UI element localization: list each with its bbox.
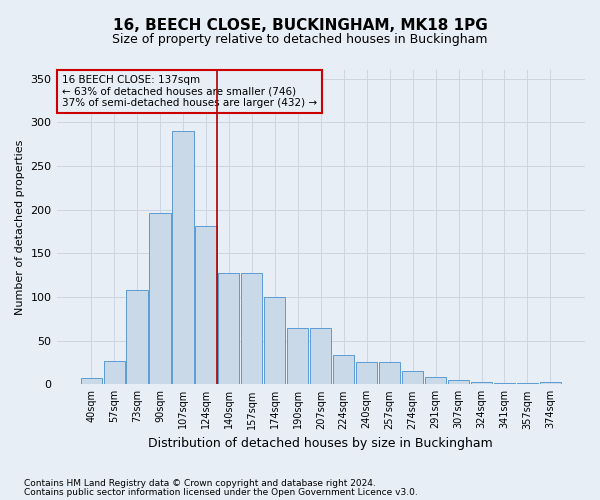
Bar	[287, 328, 308, 384]
Bar	[104, 360, 125, 384]
Bar	[80, 378, 101, 384]
Bar	[310, 328, 331, 384]
Bar	[356, 362, 377, 384]
Text: Contains HM Land Registry data © Crown copyright and database right 2024.: Contains HM Land Registry data © Crown c…	[24, 479, 376, 488]
Bar	[264, 297, 286, 384]
Text: 16 BEECH CLOSE: 137sqm
← 63% of detached houses are smaller (746)
37% of semi-de: 16 BEECH CLOSE: 137sqm ← 63% of detached…	[62, 74, 317, 108]
Text: 16, BEECH CLOSE, BUCKINGHAM, MK18 1PG: 16, BEECH CLOSE, BUCKINGHAM, MK18 1PG	[113, 18, 487, 32]
Bar	[172, 131, 194, 384]
Bar	[149, 213, 170, 384]
Text: Contains public sector information licensed under the Open Government Licence v3: Contains public sector information licen…	[24, 488, 418, 497]
Bar	[127, 290, 148, 384]
Y-axis label: Number of detached properties: Number of detached properties	[15, 140, 25, 315]
Bar	[540, 382, 561, 384]
Bar	[448, 380, 469, 384]
Bar	[333, 356, 354, 384]
Bar	[196, 226, 217, 384]
Bar	[218, 272, 239, 384]
Bar	[379, 362, 400, 384]
X-axis label: Distribution of detached houses by size in Buckingham: Distribution of detached houses by size …	[148, 437, 493, 450]
Bar	[425, 378, 446, 384]
Bar	[471, 382, 492, 384]
Text: Size of property relative to detached houses in Buckingham: Size of property relative to detached ho…	[112, 32, 488, 46]
Bar	[241, 272, 262, 384]
Bar	[402, 371, 423, 384]
Bar	[494, 382, 515, 384]
